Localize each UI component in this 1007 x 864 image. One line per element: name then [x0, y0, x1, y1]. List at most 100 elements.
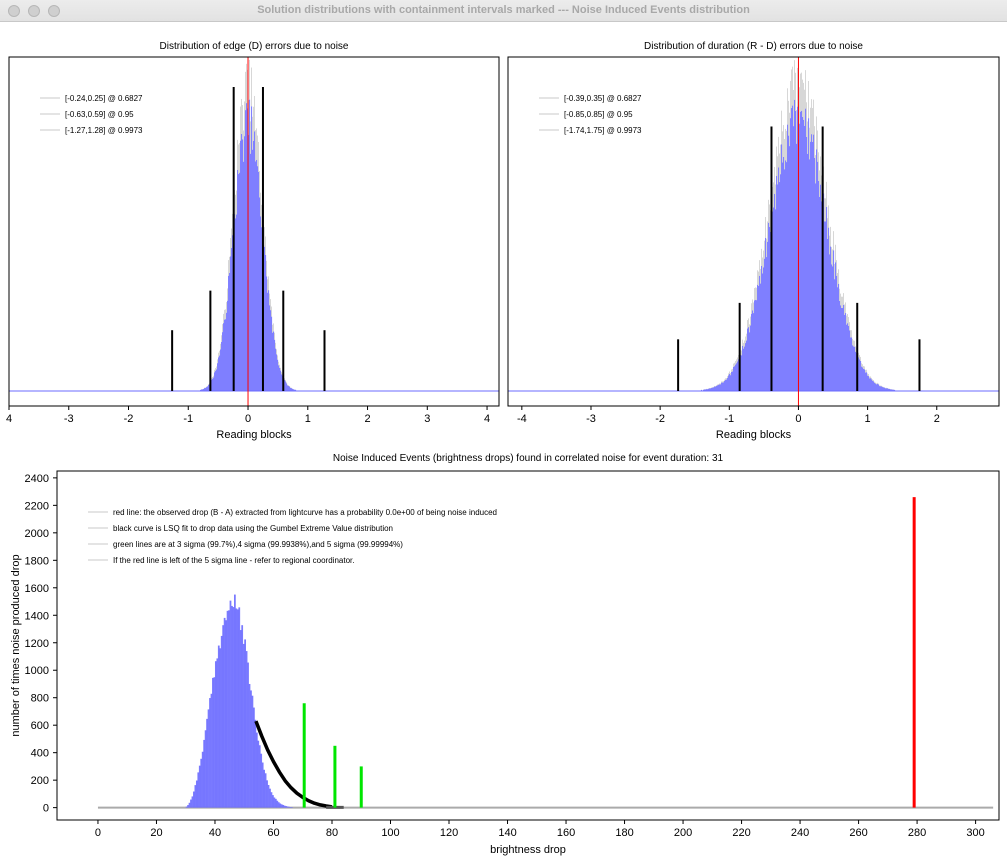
- histogram-bar: [705, 389, 707, 391]
- histogram-bar: [752, 310, 754, 391]
- histogram-bar-spread: [729, 371, 730, 374]
- histogram-bar-spread: [862, 364, 863, 368]
- histogram-bar: [198, 765, 201, 808]
- histogram-bar: [742, 345, 744, 391]
- histogram-bar: [731, 372, 733, 391]
- histogram-bar: [701, 389, 703, 391]
- x-tick-label: 4: [484, 413, 490, 425]
- histogram-bar: [292, 388, 294, 391]
- histogram-bar: [755, 299, 757, 391]
- histogram-bar: [185, 806, 188, 808]
- histogram-bar: [194, 785, 197, 808]
- histogram-bar: [275, 348, 277, 391]
- histogram-bar: [283, 805, 286, 808]
- histogram-bar: [768, 222, 770, 391]
- histogram-bar-spread: [728, 373, 729, 376]
- histogram-bar-spread: [773, 182, 774, 208]
- histogram-bar: [815, 183, 817, 391]
- histogram-bar-spread: [800, 73, 801, 112]
- histogram-bar-spread: [241, 98, 242, 134]
- histogram-bar: [877, 383, 879, 391]
- histogram-bar: [806, 136, 808, 391]
- histogram-bar: [840, 305, 842, 391]
- histogram-bar: [866, 372, 868, 391]
- histogram-bar: [256, 159, 258, 391]
- histogram-bar: [744, 346, 746, 391]
- histogram-bar-spread: [278, 361, 279, 366]
- histogram-bar: [790, 118, 792, 391]
- histogram-bar: [723, 382, 725, 391]
- histogram-bar: [289, 386, 291, 391]
- histogram-bar: [873, 381, 875, 391]
- histogram-bar-spread: [802, 79, 803, 117]
- histogram-bar: [274, 798, 277, 808]
- histogram-bar-spread: [216, 366, 217, 370]
- histogram-bar-spread: [716, 385, 717, 386]
- histogram-bar-spread: [754, 288, 755, 301]
- histogram-bar-spread: [832, 249, 833, 267]
- x-axis-label: Reading blocks: [716, 429, 792, 441]
- histogram-bar: [888, 388, 890, 391]
- histogram-bar-spread: [788, 100, 789, 136]
- histogram-bar-spread: [748, 318, 749, 328]
- histogram-bar: [843, 304, 845, 391]
- histogram-bar: [220, 349, 222, 391]
- close-window-button[interactable]: [8, 5, 20, 17]
- histogram-bar: [802, 116, 804, 392]
- histogram-bar: [197, 772, 200, 808]
- window-title: Solution distributions with containment …: [257, 4, 750, 16]
- histogram-bar: [714, 386, 716, 391]
- histogram-bar-spread: [753, 302, 754, 314]
- histogram-bar: [808, 118, 810, 392]
- histogram-bar: [751, 313, 753, 391]
- histogram-bar-spread: [265, 236, 266, 255]
- histogram-bar: [862, 367, 864, 391]
- histogram-bar: [279, 367, 281, 391]
- y-tick-label: 400: [31, 748, 49, 760]
- histogram-bar-spread: [828, 205, 829, 228]
- panel-3: Noise Induced Events (brightness drops) …: [10, 453, 1000, 856]
- histogram-bar: [276, 800, 279, 808]
- histogram-bar: [716, 385, 718, 391]
- histogram-bar: [284, 379, 286, 391]
- histogram-bar: [259, 197, 261, 391]
- histogram-bar: [749, 332, 751, 391]
- histogram-bar: [720, 384, 722, 391]
- histogram-bar-spread: [737, 357, 738, 362]
- histogram-bar: [246, 103, 248, 391]
- histogram-bar: [780, 174, 782, 391]
- histogram-bar: [242, 643, 245, 808]
- histogram-bar-spread: [769, 204, 770, 227]
- histogram-bar: [213, 377, 215, 391]
- histogram-bar-spread: [801, 72, 802, 111]
- minimize-window-button[interactable]: [28, 5, 40, 17]
- x-tick-label: -2: [655, 413, 665, 425]
- legend-entry: red line: the observed drop (B - A) extr…: [113, 508, 497, 517]
- histogram-bar-spread: [224, 309, 225, 320]
- histogram-bar: [872, 380, 874, 391]
- histogram-bar: [225, 319, 227, 391]
- histogram-bar: [821, 201, 823, 391]
- x-tick-label: 2: [364, 413, 370, 425]
- x-tick-label: 160: [557, 827, 575, 839]
- histogram-bar-spread: [807, 121, 808, 154]
- histogram-bar: [190, 799, 192, 808]
- histogram-bar: [203, 388, 205, 391]
- histogram-bar: [870, 378, 872, 391]
- histogram-bar: [244, 639, 246, 808]
- histogram-bar-spread: [718, 384, 719, 385]
- histogram-bar: [736, 363, 738, 391]
- histogram-bar: [834, 279, 836, 391]
- y-tick-label: 0: [43, 803, 49, 815]
- histogram-bar-spread: [730, 373, 731, 376]
- histogram-bar: [889, 388, 891, 391]
- histogram-bar: [267, 784, 270, 808]
- zoom-window-button[interactable]: [48, 5, 60, 17]
- histogram-bar-spread: [239, 142, 240, 173]
- histogram-bar: [851, 337, 853, 391]
- histogram-bar: [859, 359, 861, 391]
- histogram-bar: [809, 159, 811, 391]
- histogram-bar-spread: [775, 184, 776, 210]
- panel-title: Noise Induced Events (brightness drops) …: [333, 453, 724, 464]
- histogram-bar: [812, 141, 814, 391]
